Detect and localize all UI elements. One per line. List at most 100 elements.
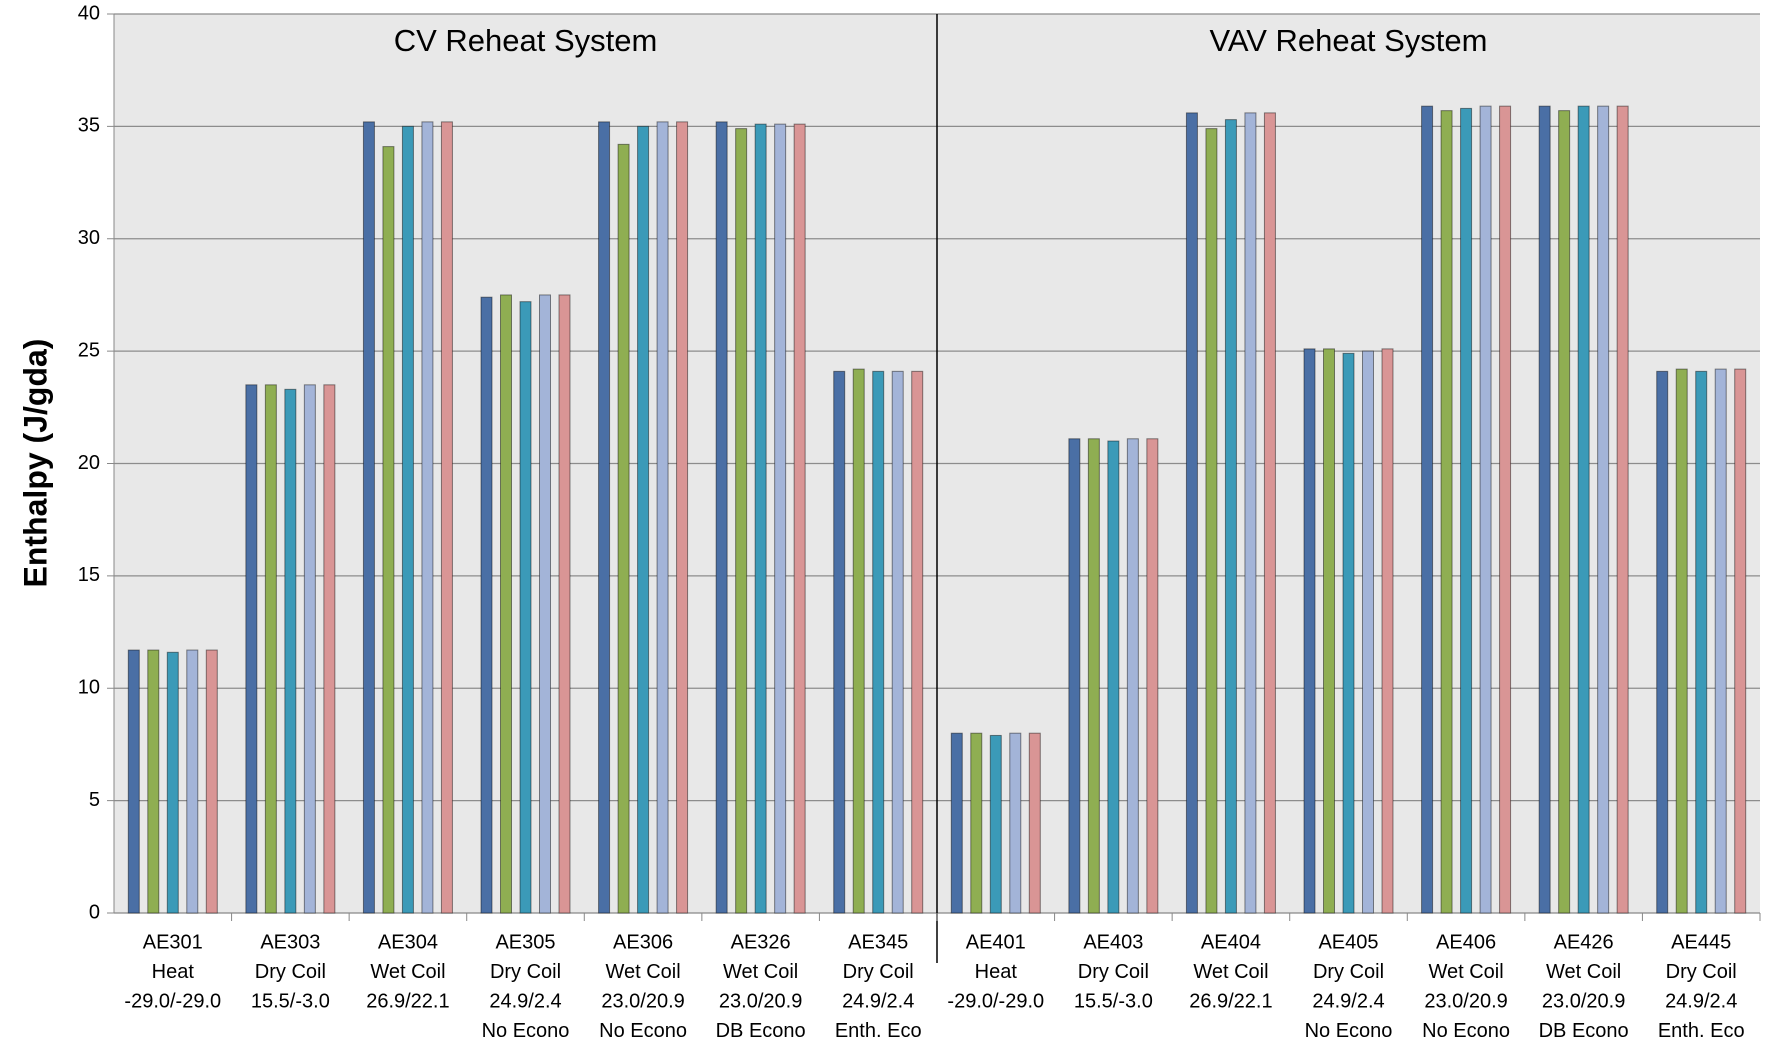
bar <box>1597 105 1610 914</box>
bar <box>656 121 669 914</box>
x-tick-label: Dry Coil <box>843 961 914 983</box>
x-tick-label: No Econo <box>1422 1020 1510 1042</box>
x-tick-label: AE406 <box>1436 931 1496 953</box>
x-tick-label: DB Econo <box>1539 1020 1629 1042</box>
x-tick-label: Dry Coil <box>1078 961 1149 983</box>
bar <box>1244 112 1257 914</box>
bar <box>127 649 140 914</box>
y-tick-label: 35 <box>78 115 100 137</box>
bar <box>1068 438 1081 914</box>
bar <box>1009 732 1022 914</box>
bar <box>1538 105 1551 914</box>
bar <box>970 732 983 914</box>
y-tick-label: 25 <box>78 339 100 361</box>
bar <box>440 121 453 914</box>
bar <box>598 121 611 914</box>
x-tick-label: AE405 <box>1318 931 1378 953</box>
bar <box>676 121 689 914</box>
bar <box>166 651 179 914</box>
x-tick-label: No Econo <box>1305 1020 1393 1042</box>
x-tick-label: Wet Coil <box>1546 961 1621 983</box>
x-tick-label: -29.0/-29.0 <box>124 990 221 1012</box>
x-tick-label: 15.5/-3.0 <box>1074 990 1153 1012</box>
x-tick-label: Dry Coil <box>255 961 326 983</box>
x-tick-label: AE326 <box>731 931 791 953</box>
x-tick-label: AE304 <box>378 931 438 953</box>
x-tick-label: Dry Coil <box>1666 961 1737 983</box>
x-tick-label: Enth. Eco <box>835 1020 922 1042</box>
bar <box>186 649 199 914</box>
bar <box>1087 438 1100 914</box>
annotation: CV Reheat System <box>394 23 658 58</box>
bar <box>1323 348 1335 914</box>
x-tick-label: AE306 <box>613 931 673 953</box>
bar <box>1028 732 1041 914</box>
bar <box>1224 119 1237 914</box>
x-tick-label: 23.0/20.9 <box>601 990 684 1012</box>
bar <box>872 370 885 914</box>
x-tick-label: AE301 <box>143 931 203 953</box>
bar <box>1695 370 1708 914</box>
x-tick-label: Heat <box>152 961 195 983</box>
annotation: VAV Reheat System <box>1210 23 1488 58</box>
bar <box>245 384 258 914</box>
bar <box>421 121 434 914</box>
bar <box>891 370 904 914</box>
x-tick-label: No Econo <box>482 1020 570 1042</box>
bar <box>1558 110 1571 914</box>
y-tick-label: 0 <box>89 901 100 923</box>
bar <box>1440 110 1453 914</box>
bar <box>264 384 277 914</box>
y-axis-label: Enthalpy (J/gda) <box>17 339 53 588</box>
x-tick-label: Wet Coil <box>605 961 680 983</box>
bar <box>852 368 865 914</box>
x-tick-label: 24.9/2.4 <box>842 990 914 1012</box>
bar <box>774 123 787 914</box>
x-tick-label: Dry Coil <box>1313 961 1384 983</box>
bar <box>1185 112 1198 914</box>
y-tick-label: 10 <box>78 677 100 699</box>
bar <box>1421 105 1434 914</box>
bar <box>1342 352 1355 914</box>
bar <box>1714 368 1727 914</box>
x-tick-label: 23.0/20.9 <box>1424 990 1507 1012</box>
bar <box>401 125 414 914</box>
x-tick-label: AE303 <box>260 931 320 953</box>
bar <box>147 649 160 914</box>
bar <box>382 146 395 914</box>
bar <box>1381 348 1394 914</box>
x-tick-label: AE305 <box>495 931 555 953</box>
bar <box>362 121 375 914</box>
x-tick-label: 24.9/2.4 <box>1312 990 1384 1012</box>
x-tick-label: 15.5/-3.0 <box>251 990 330 1012</box>
bar <box>1460 107 1473 914</box>
bar <box>1734 368 1747 914</box>
x-tick-label: 23.0/20.9 <box>719 990 802 1012</box>
bar <box>519 301 532 914</box>
x-tick-label: Wet Coil <box>1193 961 1268 983</box>
x-tick-label: 26.9/22.1 <box>1189 990 1272 1012</box>
bar <box>323 384 336 914</box>
bar <box>1146 438 1159 914</box>
bar <box>637 125 650 914</box>
bar <box>1479 105 1492 914</box>
bar <box>1499 105 1512 914</box>
bar <box>1675 368 1688 914</box>
bar <box>284 388 297 914</box>
bar <box>1616 105 1629 914</box>
x-tick-label: DB Econo <box>716 1020 806 1042</box>
bar <box>1577 105 1590 914</box>
x-tick-label: Wet Coil <box>723 961 798 983</box>
bar <box>1263 112 1276 914</box>
bar <box>989 734 1002 914</box>
x-tick-label: Dry Coil <box>490 961 561 983</box>
bar <box>480 296 493 914</box>
x-tick-label: 26.9/22.1 <box>366 990 449 1012</box>
x-tick-label: 24.9/2.4 <box>1665 990 1737 1012</box>
bar <box>617 143 630 914</box>
x-tick-label: AE401 <box>966 931 1026 953</box>
bar <box>715 121 728 914</box>
x-tick-label: AE404 <box>1201 931 1261 953</box>
y-tick-label: 15 <box>78 564 100 586</box>
